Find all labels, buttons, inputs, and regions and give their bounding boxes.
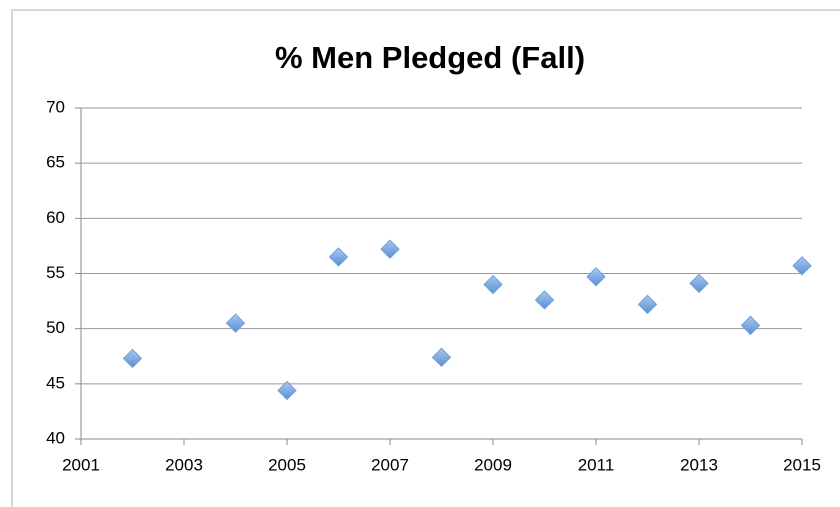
x-tick-label: 2011	[578, 455, 615, 474]
x-tick-label: 2005	[268, 455, 306, 474]
data-point	[586, 267, 606, 287]
x-tick-label: 2007	[371, 455, 409, 474]
data-point	[122, 348, 143, 369]
data-point	[792, 256, 812, 276]
data-point	[483, 274, 503, 295]
data-point	[740, 315, 761, 336]
y-tick-label: 70	[46, 97, 65, 116]
data-point	[225, 313, 246, 333]
x-tick-label: 2003	[165, 455, 203, 474]
data-point	[689, 273, 709, 294]
x-tick-label: 2009	[474, 455, 512, 474]
x-tick-label: 2015	[783, 455, 821, 474]
data-point	[328, 247, 349, 267]
data-point	[637, 294, 658, 315]
y-tick-label: 40	[46, 428, 65, 447]
x-tick-label: 2013	[680, 455, 718, 474]
chart-border	[11, 9, 840, 507]
y-tick-label: 55	[46, 263, 65, 282]
data-point	[431, 347, 452, 368]
x-tick-label: 2001	[62, 455, 100, 474]
y-tick-label: 45	[46, 373, 65, 392]
y-tick-label: 50	[46, 318, 65, 337]
chart-title: % Men Pledged (Fall)	[275, 40, 585, 75]
y-tick-label: 60	[46, 208, 65, 227]
y-tick-label: 65	[46, 153, 65, 172]
data-point	[277, 380, 297, 401]
data-point	[534, 290, 555, 310]
data-point	[380, 239, 400, 259]
